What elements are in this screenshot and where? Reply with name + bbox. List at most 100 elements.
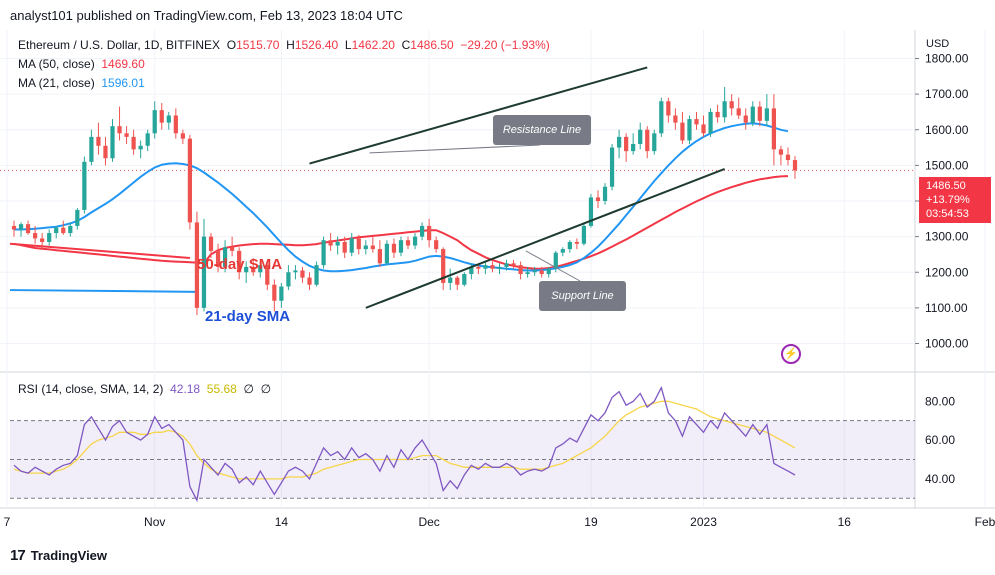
lightning-icon[interactable]: ⚡ [781,344,801,364]
rsi-hidden-value-1: ∅ [243,382,254,396]
candle-body [680,122,685,141]
time-tick-label: 7 [4,515,11,529]
candle-body [405,240,411,246]
resistance-line [309,66,648,165]
candle-body [743,115,748,123]
candle-body [659,101,664,134]
candle-body [131,136,136,150]
candle-body [342,241,347,253]
rsi-sma-value: 55.68 [206,382,237,396]
price-tick-label: 1300.00 [925,230,969,244]
ma21-value: 1596.01 [101,76,145,90]
candle-body [321,240,326,266]
time-tick-label: 16 [838,515,852,529]
price-chart[interactable]: 1800.001700.001600.001500.001400.001300.… [0,30,995,540]
price-tick-label: 1100.00 [925,301,968,315]
candle-body [244,266,249,273]
candle-body [448,277,453,283]
low-label: L [344,38,352,52]
candle-body [286,272,291,287]
ma50-line [13,175,789,270]
candle-body [363,245,368,250]
candle-body [159,110,164,123]
close-value: 1486.50 [410,38,454,52]
candle-body [32,233,38,239]
currency-label: USD [926,38,950,50]
rsi-tick-label: 80.00 [925,394,955,408]
ma50-legend[interactable]: MA (50, close) 1469.60 [18,57,145,71]
candle-body [356,238,361,250]
candle-body [455,277,460,285]
candle-body [272,284,277,301]
candle-body [497,266,502,269]
price-tick-label: 1200.00 [925,265,969,279]
candle-body [652,133,657,152]
candle-body [208,236,214,251]
candle-body [335,241,340,246]
candle-body [427,225,432,241]
candle-body [419,225,425,237]
candle-body [687,119,692,141]
candle-body [574,241,579,244]
high-label: H [286,38,295,52]
candle-body [546,268,551,275]
rsi-legend[interactable]: RSI (14, close, SMA, 14, 2) 42.18 55.68 … [18,382,271,396]
candle-body [412,236,418,246]
high-value: 1526.40 [294,38,339,52]
candle-body [18,224,24,230]
time-tick-label: 2023 [690,515,717,529]
candle-body [307,277,312,285]
footer-brand[interactable]: 17 TradingView [10,547,107,564]
candle-body [722,101,727,118]
change-value: −29.20 (−1.93%) [460,38,550,52]
close-label: C [401,38,411,52]
price-tick-label: 1000.00 [925,337,969,351]
ma21-legend[interactable]: MA (21, close) 1596.01 [18,76,145,90]
candle-body [729,101,734,109]
candle-body [314,265,319,285]
candle-body [61,227,66,234]
rsi-value: 42.18 [170,382,201,396]
candle-body [68,225,73,234]
candle-body [434,240,439,250]
candle-body [490,265,495,269]
candle-body [75,209,80,226]
candle-body [349,238,354,253]
price-tick-label: 1500.00 [925,158,969,172]
candle-body [110,126,115,159]
candle-body [391,243,397,253]
price-tick-label: 1700.00 [925,87,969,101]
time-tick-label: Nov [144,515,165,529]
candle-body [166,115,171,123]
candle-body [222,247,228,267]
candle-body [398,240,404,253]
time-tick-label: 14 [275,515,289,529]
publisher-note: analyst101 published on TradingView.com,… [10,8,403,23]
candle-body [616,136,622,148]
candle-body [771,108,777,150]
candle-body [532,270,537,273]
candle-body [624,136,629,152]
candle-body [525,272,530,275]
ma50-value: 1469.60 [101,57,145,71]
candle-body [539,270,544,275]
ma21-line [14,122,789,273]
sma21-annotation: 21-day SMA [205,308,291,325]
bar-countdown: 03:54:53 [926,208,969,220]
symbol-legend: Ethereum / U.S. Dollar, 1D, BITFINEX O15… [18,38,550,52]
candle-body [701,124,706,134]
candle-body [666,101,671,116]
resistance-callout: Resistance Line [493,115,591,145]
open-value: 1515.70 [236,38,280,52]
candle-body [462,274,467,285]
time-tick-label: Feb [975,515,995,529]
candle-body [518,265,523,275]
candle-body [441,249,446,283]
candle-body [251,266,256,273]
candle-body [180,133,185,139]
candle-body [173,115,178,134]
resistance-callout-pointer [369,144,541,154]
candle-body [631,144,636,152]
candle-body [89,136,94,162]
last-price-value: 1486.50 [926,180,966,192]
